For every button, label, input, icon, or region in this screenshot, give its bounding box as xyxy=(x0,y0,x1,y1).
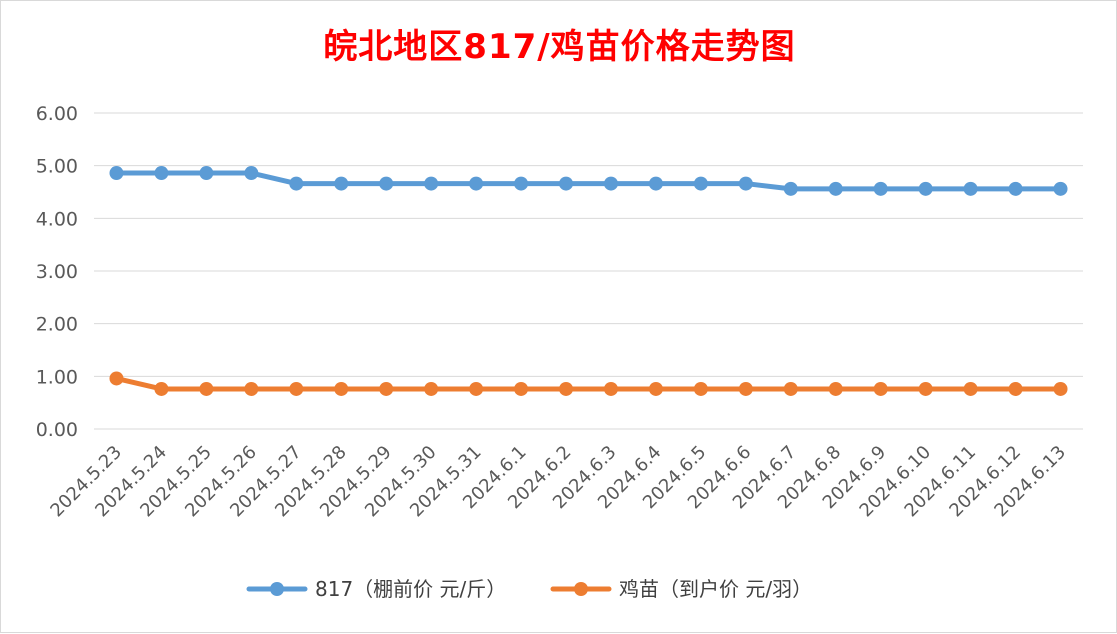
y-tick-label: 3.00 xyxy=(36,261,78,283)
data-point xyxy=(514,381,529,396)
data-point xyxy=(199,166,214,181)
data-point xyxy=(1008,381,1023,396)
y-tick-label: 4.00 xyxy=(36,208,78,230)
data-point xyxy=(783,381,798,396)
data-point xyxy=(738,176,753,191)
y-tick-label: 0.00 xyxy=(36,419,78,441)
data-point xyxy=(514,176,529,191)
y-tick-label: 5.00 xyxy=(36,156,78,178)
data-point xyxy=(1053,181,1068,196)
series-group xyxy=(109,166,1068,396)
data-point xyxy=(154,166,169,181)
legend-item: 817（棚前价 元/斤） xyxy=(246,577,506,601)
data-point xyxy=(244,381,259,396)
legend-label: 鸡苗（到户价 元/羽） xyxy=(619,577,812,601)
gridlines xyxy=(94,112,1083,430)
legend: 817（棚前价 元/斤） 鸡苗（到户价 元/羽） xyxy=(246,577,812,601)
x-axis-ticks: 2024.5.232024.5.242024.5.252024.5.262024… xyxy=(46,442,1070,522)
chart-title: 皖北地区817/鸡苗价格走势图 xyxy=(323,27,796,67)
data-point xyxy=(873,181,888,196)
legend-label: 817（棚前价 元/斤） xyxy=(315,577,506,601)
data-point xyxy=(648,176,663,191)
legend-marker xyxy=(574,582,588,596)
data-point xyxy=(379,176,394,191)
data-point xyxy=(334,381,349,396)
data-point xyxy=(828,181,843,196)
data-point xyxy=(559,381,574,396)
data-point xyxy=(918,381,933,396)
data-point xyxy=(424,381,439,396)
data-point xyxy=(963,181,978,196)
data-point xyxy=(469,176,484,191)
data-point xyxy=(1053,381,1068,396)
data-point xyxy=(693,176,708,191)
y-axis-ticks: 0.00 1.00 2.00 3.00 4.00 5.00 6.00 xyxy=(36,103,78,441)
data-point xyxy=(109,166,124,181)
data-point xyxy=(244,166,259,181)
data-point xyxy=(828,381,843,396)
legend-marker xyxy=(270,582,284,596)
data-point xyxy=(289,176,304,191)
data-point xyxy=(873,381,888,396)
data-point xyxy=(424,176,439,191)
data-point xyxy=(783,181,798,196)
data-point xyxy=(379,381,394,396)
series-line xyxy=(113,375,1064,392)
data-point xyxy=(469,381,484,396)
data-point xyxy=(1008,181,1023,196)
data-point xyxy=(334,176,349,191)
data-point xyxy=(154,381,169,396)
y-tick-label: 6.00 xyxy=(36,103,78,125)
series-line xyxy=(113,170,1064,192)
series-2 xyxy=(109,371,1068,396)
data-point xyxy=(289,381,304,396)
data-point xyxy=(963,381,978,396)
data-point xyxy=(738,381,753,396)
y-tick-label: 2.00 xyxy=(36,314,78,336)
data-point xyxy=(918,181,933,196)
y-tick-label: 1.00 xyxy=(36,366,78,388)
series-1 xyxy=(109,166,1068,196)
data-point xyxy=(109,371,124,386)
data-point xyxy=(693,381,708,396)
data-point xyxy=(199,381,214,396)
data-point xyxy=(603,176,618,191)
data-point xyxy=(559,176,574,191)
legend-item: 鸡苗（到户价 元/羽） xyxy=(550,577,812,601)
data-point xyxy=(603,381,618,396)
data-point xyxy=(648,381,663,396)
